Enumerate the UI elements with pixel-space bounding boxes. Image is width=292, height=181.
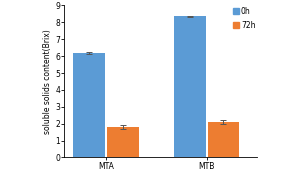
Bar: [74, 53, 105, 157]
Legend: 0h, 72h: 0h, 72h: [232, 6, 256, 30]
Bar: [208, 122, 239, 157]
Y-axis label: soluble solids content(Brix): soluble solids content(Brix): [44, 29, 53, 134]
Bar: [174, 16, 206, 157]
Bar: [107, 127, 139, 157]
